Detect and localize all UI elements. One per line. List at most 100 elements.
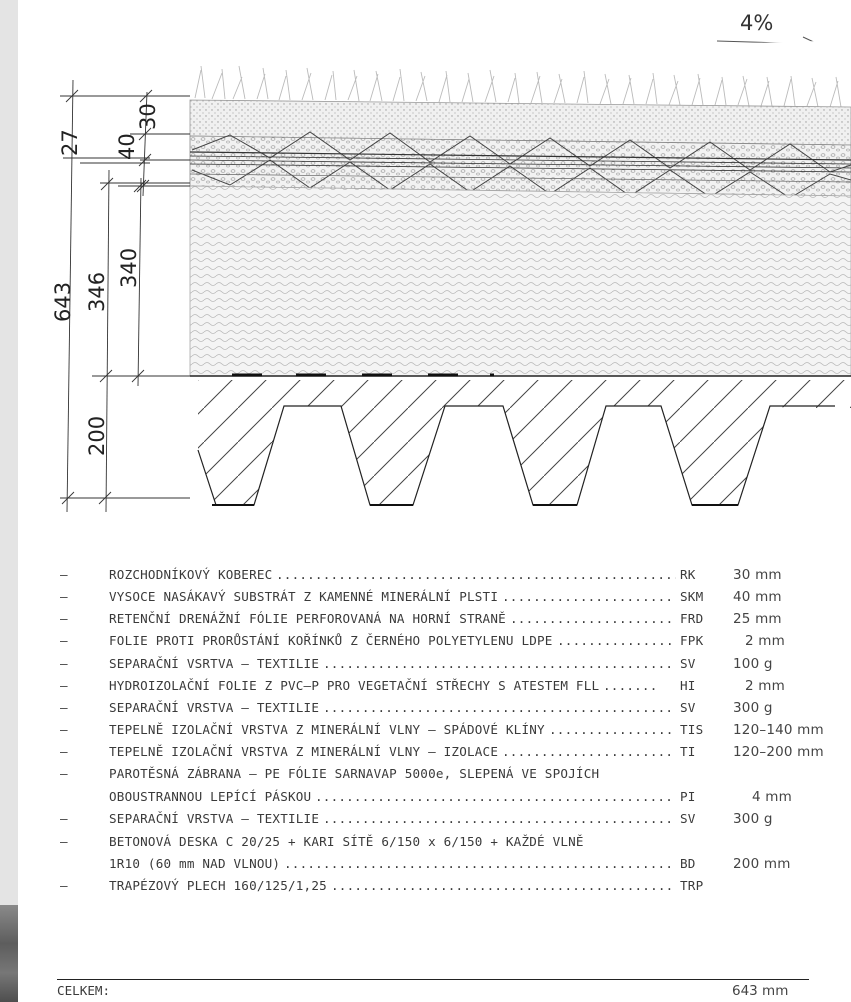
layer-row: – PAROTĚSNÁ ZÁBRANA – PE FÓLIE SARNAVAP 5…: [0, 766, 851, 788]
dimension-chains: [60, 79, 190, 513]
layer-value: 25 mm: [733, 611, 782, 627]
layer-row: – ROZCHODNÍKOVÝ KOBEREC..................…: [0, 567, 851, 589]
layer-description: 1R10 (60 mm NAD VLNOU): [109, 856, 281, 871]
dim-insulation: 340: [117, 248, 141, 288]
layer-code: SV: [680, 700, 696, 715]
layer-code: TIS: [680, 722, 704, 737]
layer-code: HI: [680, 678, 696, 693]
layer-bullet: –: [60, 811, 68, 826]
roof-section-drawing: 4%: [51, 11, 851, 513]
dim-deck: 200: [85, 416, 109, 456]
layer-bullet: –: [60, 611, 68, 626]
layer-leader-dots: ........................................…: [323, 656, 676, 671]
layer-code: TI: [680, 744, 696, 759]
dim-total: 643: [51, 282, 75, 322]
layer-description: SEPARAČNÍ VSRTVA – TEXTILIE: [109, 656, 320, 671]
layer-leader-dots: ........................................…: [284, 856, 676, 871]
layer-leader-dots: ........................................…: [323, 700, 676, 715]
layer-row: 1R10 (60 mm NAD VLNOU)..................…: [0, 856, 851, 878]
layer-value: 120–140 mm: [733, 722, 824, 738]
layer-bullet: –: [60, 678, 68, 693]
layer-description: VYSOCE NASÁKAVÝ SUBSTRÁT Z KAMENNÉ MINER…: [109, 589, 499, 604]
layer-value: 2 mm: [745, 633, 785, 649]
layer-row: – TEPELNĚ IZOLAČNÍ VRSTVA Z MINERÁLNÍ VLN…: [0, 722, 851, 744]
total-rule: [57, 979, 809, 980]
layer-bullet: –: [60, 700, 68, 715]
total-label: CELKEM:: [57, 983, 111, 998]
layer-code: SV: [680, 811, 696, 826]
mineral-wool-insulation: [189, 185, 851, 377]
layer-description: PAROTĚSNÁ ZÁBRANA – PE FÓLIE SARNAVAP 50…: [109, 766, 600, 781]
layer-row: – TEPELNĚ IZOLAČNÍ VRSTVA Z MINERÁLNÍ VLN…: [0, 744, 851, 766]
layer-value: 100 g: [733, 656, 773, 672]
layer-leader-dots: ........................................…: [331, 878, 676, 893]
layer-value: 200 mm: [733, 856, 791, 872]
layer-description: OBOUSTRANNOU LEPÍCÍ PÁSKOU: [109, 789, 312, 804]
dim-upper-total: 346: [85, 272, 109, 312]
layer-bullet: –: [60, 766, 68, 781]
layer-leader-dots: ...................: [557, 633, 676, 648]
layer-bullet: –: [60, 589, 68, 604]
layer-bullet: –: [60, 878, 68, 893]
layer-code: PI: [680, 789, 696, 804]
dim-substrate: 40: [115, 133, 139, 160]
layer-value: 300 g: [733, 700, 773, 716]
layer-description: TRAPÉZOVÝ PLECH 160/125/1,25: [109, 878, 327, 893]
slope-label: 4%: [740, 11, 773, 35]
layer-row: OBOUSTRANNOU LEPÍCÍ PÁSKOU..............…: [0, 789, 851, 811]
layer-leader-dots: ................................: [502, 744, 676, 759]
layer-leader-dots: ........................................…: [276, 567, 676, 582]
dim-mat: 30: [136, 103, 160, 130]
layer-row: – SEPARAČNÍ VRSTVA – TEXTILIE............…: [0, 811, 851, 833]
layer-code: BD: [680, 856, 696, 871]
layer-description: HYDROIZOLAČNÍ FOLIE Z PVC–P PRO VEGETAČN…: [109, 678, 600, 693]
layer-row: – RETENČNÍ DRENÁŽNÍ FÓLIE PERFOROVANÁ NA …: [0, 611, 851, 633]
layer-leader-dots: ........................................…: [315, 789, 676, 804]
layer-value: 4 mm: [752, 789, 792, 805]
layer-leader-dots: ...............................: [510, 611, 676, 626]
layer-bullet: –: [60, 633, 68, 648]
layer-row: – TRAPÉZOVÝ PLECH 160/125/1,25...........…: [0, 878, 851, 900]
layer-description: TEPELNĚ IZOLAČNÍ VRSTVA Z MINERÁLNÍ VLNY…: [109, 722, 545, 737]
layer-bullet: –: [60, 567, 68, 582]
concrete-deck: [197, 380, 851, 506]
layer-value: 2 mm: [745, 678, 785, 694]
layer-code: SV: [680, 656, 696, 671]
layer-leader-dots: ................................: [502, 589, 676, 604]
layer-value: 30 mm: [733, 567, 782, 583]
layer-description: ROZCHODNÍKOVÝ KOBEREC: [109, 567, 273, 582]
layer-row: – VYSOCE NASÁKAVÝ SUBSTRÁT Z KAMENNÉ MINE…: [0, 589, 851, 611]
layer-leader-dots: .........................: [549, 722, 676, 737]
drainage-membrane-band: [189, 131, 851, 199]
layer-code: SKM: [680, 589, 704, 604]
layer-description: RETENČNÍ DRENÁŽNÍ FÓLIE PERFOROVANÁ NA H…: [109, 611, 506, 626]
layer-leader-dots: .......: [603, 678, 658, 693]
layer-code: TRP: [680, 878, 704, 893]
layer-row: – BETONOVÁ DESKA C 20/25 + KARI SÍTĚ 6/15…: [0, 834, 851, 856]
layer-code: FPK: [680, 633, 704, 648]
layer-value: 120–200 mm: [733, 744, 824, 760]
layer-description: TEPELNĚ IZOLAČNÍ VRSTVA Z MINERÁLNÍ VLNY…: [109, 744, 499, 759]
layer-description: FOLIE PROTI PRORŮSTÁNÍ KOŘÍNKŮ Z ČERNÉHO…: [109, 633, 553, 648]
layer-leader-dots: ........................................…: [323, 811, 676, 826]
layer-row: – SEPARAČNÍ VRSTVA – TEXTILIE............…: [0, 700, 851, 722]
layer-code: FRD: [680, 611, 704, 626]
layer-description: SEPARAČNÍ VRSTVA – TEXTILIE: [109, 700, 320, 715]
layer-bullet: –: [60, 744, 68, 759]
layer-description: BETONOVÁ DESKA C 20/25 + KARI SÍTĚ 6/150…: [109, 834, 584, 849]
layer-value: 300 g: [733, 811, 773, 827]
layer-row: – FOLIE PROTI PRORŮSTÁNÍ KOŘÍNKŮ Z ČERNÉH…: [0, 633, 851, 655]
layer-bullet: –: [60, 656, 68, 671]
substrate-layer: [189, 99, 851, 146]
layer-bullet: –: [60, 722, 68, 737]
layer-code: RK: [680, 567, 696, 582]
background-photo-edge: [0, 905, 18, 1002]
layer-description: SEPARAČNÍ VRSTVA – TEXTILIE: [109, 811, 320, 826]
dim-membranes: 27: [58, 129, 82, 156]
layer-row: – SEPARAČNÍ VSRTVA – TEXTILIE............…: [0, 656, 851, 678]
total-value: 643 mm: [732, 983, 789, 999]
layer-row: – HYDROIZOLAČNÍ FOLIE Z PVC–P PRO VEGETAČ…: [0, 678, 851, 700]
layer-value: 40 mm: [733, 589, 782, 605]
layer-bullet: –: [60, 834, 68, 849]
sedum-vegetation: [190, 40, 851, 108]
